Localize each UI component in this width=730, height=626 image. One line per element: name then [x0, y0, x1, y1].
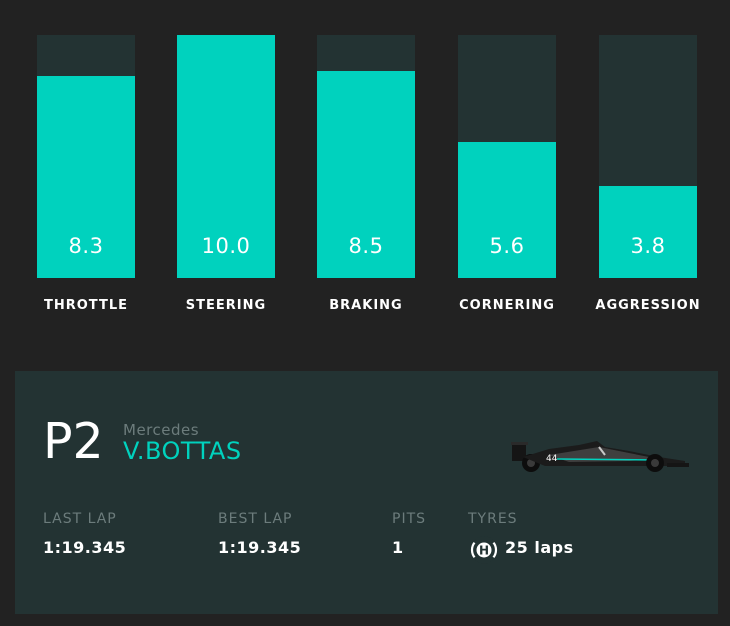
bar-braking: 8.5	[317, 71, 415, 278]
tyre-laps: 25 laps	[505, 538, 574, 557]
bar-aggression: 3.8	[599, 186, 697, 278]
hard-tyre-icon: H	[470, 536, 498, 564]
bar-cornering: 5.6	[458, 142, 556, 278]
bar-track-cornering: 5.6	[458, 35, 556, 278]
tyre-compound: H	[479, 544, 489, 558]
driver-name: V.BOTTAS	[123, 437, 242, 465]
best-lap-label: BEST LAP	[218, 511, 293, 527]
best-lap-value: 1:19.345	[218, 538, 302, 557]
driver-card: P2 Mercedes V.BOTTAS 44 LAST LAP 1:19.34…	[15, 371, 718, 614]
car-number: 44	[546, 454, 558, 464]
bar-value-braking: 8.5	[348, 234, 384, 258]
last-lap-value: 1:19.345	[43, 538, 127, 557]
bar-value-throttle: 8.3	[68, 234, 104, 258]
bar-track-throttle: 8.3	[37, 35, 135, 278]
bar-label-aggression: AGGRESSION	[595, 298, 701, 313]
bar-steering: 10.0	[177, 35, 275, 278]
bar-label-throttle: THROTTLE	[43, 298, 128, 313]
bar-track-braking: 8.5	[317, 35, 415, 278]
bar-value-cornering: 5.6	[489, 234, 525, 258]
bar-value-steering: 10.0	[201, 234, 251, 258]
pits-label: PITS	[392, 511, 427, 527]
bar-label-cornering: CORNERING	[459, 298, 555, 313]
race-position: P2	[43, 413, 104, 470]
bar-throttle: 8.3	[37, 76, 135, 278]
last-lap-label: LAST LAP	[43, 511, 117, 527]
bar-label-steering: STEERING	[185, 298, 267, 313]
team-name: Mercedes	[123, 421, 200, 439]
bar-track-aggression: 3.8	[599, 35, 697, 278]
bar-track-steering: 10.0	[177, 35, 275, 278]
bar-value-aggression: 3.8	[630, 234, 666, 258]
pits-value: 1	[392, 538, 404, 557]
f1-car-icon: 44	[511, 441, 689, 472]
tyres-label: TYRES	[468, 511, 518, 527]
bar-label-braking: BRAKING	[329, 298, 403, 313]
